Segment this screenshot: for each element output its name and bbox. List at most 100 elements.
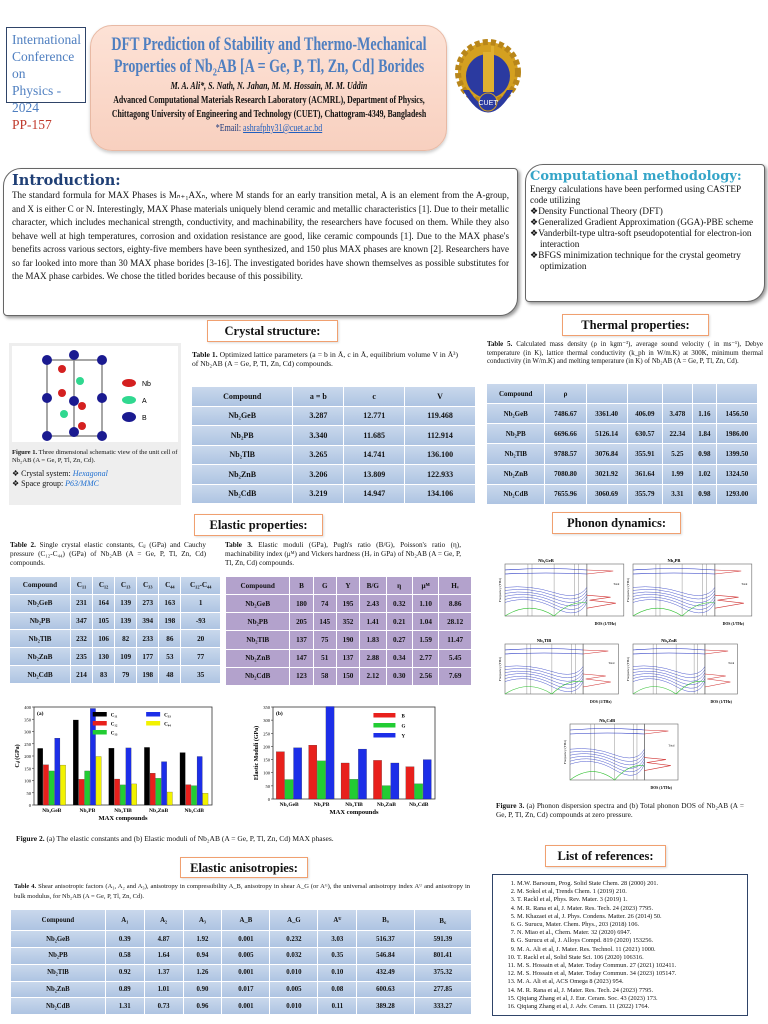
table-cell: Nb₂CdB <box>487 484 545 504</box>
table-cell: 1.84 <box>692 424 716 444</box>
mid-branch <box>504 665 584 675</box>
y-tick-label: 100 <box>263 771 271 776</box>
table-cell: 14.947 <box>344 484 405 503</box>
bar <box>405 766 415 800</box>
mid-branch <box>632 591 716 603</box>
table-cell: 79 <box>115 666 137 683</box>
column-header <box>716 384 757 404</box>
legend-swatch <box>373 733 396 738</box>
table-cell: 3.03 <box>318 931 357 947</box>
dos-curve <box>704 649 731 688</box>
table-cell: 1.10 <box>412 595 439 613</box>
table-row: Nb₂PB 347 105 139 394 198 -93 <box>10 612 220 630</box>
table-cell: 147 <box>290 649 313 667</box>
acoustic-branch <box>504 602 587 617</box>
email-link[interactable]: ashrafphy31@cuet.ac.bd <box>242 123 322 134</box>
legend-swatch <box>146 721 161 726</box>
bar <box>293 747 302 800</box>
y-tick-label: 50 <box>27 791 32 796</box>
phonon-plot: Nb₂CdB Frequency (THz) DOS (1/THz) Total <box>562 716 682 792</box>
table-cell: Nb₂PB <box>10 612 70 630</box>
column-header: μᴹ <box>412 577 439 595</box>
table-cell: 355.79 <box>627 484 663 504</box>
reference-item: G. Surucu, Mater. Chem. Phys., 203 (2018… <box>517 921 739 929</box>
table-cell: 137 <box>290 631 313 649</box>
column-header: Hᵥ <box>439 577 471 595</box>
table-cell: 139 <box>115 612 137 630</box>
table-cell: Nb₂GeB <box>226 595 290 613</box>
y-tick-label: 0 <box>268 797 271 802</box>
table-cell: 2.88 <box>360 649 386 667</box>
table-cell: 4.87 <box>144 931 183 947</box>
table-cell: 235 <box>70 648 93 666</box>
table-cell: 375.32 <box>414 964 471 981</box>
methodology-panel: Computational methodology: Energy calcul… <box>525 164 765 302</box>
table-cell: 0.30 <box>386 667 412 685</box>
reference-item: M.W. Barsoum, Prog. Solid State Chem. 28… <box>517 880 739 888</box>
table-cell: 6696.66 <box>545 424 586 444</box>
reference-item: M. A. Ali et al, J. Mater. Res. Technol.… <box>517 946 739 954</box>
y-tick-label: 50 <box>266 784 271 789</box>
table-cell: 2.77 <box>412 649 439 667</box>
caption-label: Figure 1. <box>12 449 38 456</box>
references-box: M.W. Barsoum, Prog. Solid State Chem. 28… <box>492 874 748 1016</box>
mid-branch <box>504 668 584 678</box>
space-group: ❖ Space group: P63/MMC <box>12 479 178 489</box>
table-cell: 51 <box>313 649 336 667</box>
table-cell: Nb₂TlB <box>11 964 105 981</box>
mid-branch <box>569 750 645 762</box>
caption-text: Single crystal elastic constants, Cᵢⱼ (G… <box>10 541 206 567</box>
bar <box>276 751 285 800</box>
caption-text: (a) Phonon dispersion spectra and (b) To… <box>496 801 744 819</box>
x-tick-label: Nb₂TlB <box>345 802 363 808</box>
legend-label: Total <box>668 743 674 747</box>
cuet-logo: CUET <box>455 39 521 113</box>
table-header-row: Compound A₁ A₂ A₃ A_B A_G Aᵁ Bₐ B꜀ <box>11 910 471 931</box>
table-cell: 1.16 <box>692 404 716 424</box>
table-row: Nb₂ZnB 147 51 137 2.88 0.34 2.77 5.45 <box>226 649 471 667</box>
table-cell: 7486.67 <box>545 404 586 424</box>
table-cell: 214 <box>70 666 93 683</box>
table-row: Nb₂PB 0.58 1.64 0.94 0.005 0.032 0.35 546.84 801… <box>11 948 471 964</box>
table-cell: 432.49 <box>357 964 414 981</box>
y-axis-label: Frequency (THz) <box>563 739 567 764</box>
table-cell: 12.771 <box>344 406 405 425</box>
optical-branch <box>504 568 587 571</box>
title-box: DFT Prediction of Stability and Thermo-M… <box>90 25 447 151</box>
table-cell: 0.90 <box>183 981 222 998</box>
column-header: B <box>290 577 313 595</box>
title-line: DFT Prediction of Stability and Thermo-M… <box>110 35 427 55</box>
value: Hexagonal <box>72 469 108 478</box>
table-cell: 58 <box>313 667 336 685</box>
y-tick-label: 150 <box>24 766 32 771</box>
reference-item: M. S. Hossain et al, Mater. Today Commun… <box>517 962 739 970</box>
bar <box>114 778 120 806</box>
table-cell: 5.25 <box>663 444 692 464</box>
table-cell: -93 <box>181 612 220 630</box>
a-atom-icon <box>122 396 136 404</box>
legend-label: Total <box>728 661 734 665</box>
mid-branch <box>504 594 588 607</box>
bar <box>340 762 350 800</box>
table-cell: 0.001 <box>222 964 270 981</box>
table-cell: 5.45 <box>439 649 471 667</box>
x-tick-label: Nb₂CdB <box>409 802 429 808</box>
optical-branch <box>569 732 645 735</box>
optical-branch <box>504 572 587 575</box>
bar <box>414 783 423 800</box>
caption-text: Elastic moduli (GPa), Pugh's ratio (B/G)… <box>225 541 461 567</box>
optical-branch <box>632 568 715 571</box>
table-cell: 1.41 <box>360 613 386 631</box>
introduction-text: The standard formula for MAX Phases is M… <box>12 190 509 281</box>
table-cell: 3021.92 <box>586 464 627 484</box>
table-cell: 273 <box>137 594 159 612</box>
y-axis-label: Frequency (THz) <box>626 577 630 602</box>
x-tick-label: Nb₂PB <box>80 808 96 814</box>
reference-item: T. Rackl et al, Phys. Rev. Mater. 3 (201… <box>517 896 739 904</box>
table-cell: 1456.50 <box>716 404 757 424</box>
y-tick-label: 200 <box>24 754 32 759</box>
table-cell: 277.85 <box>414 981 471 998</box>
table-cell: 3.265 <box>293 445 344 464</box>
table-cell: 0.001 <box>222 998 270 1014</box>
